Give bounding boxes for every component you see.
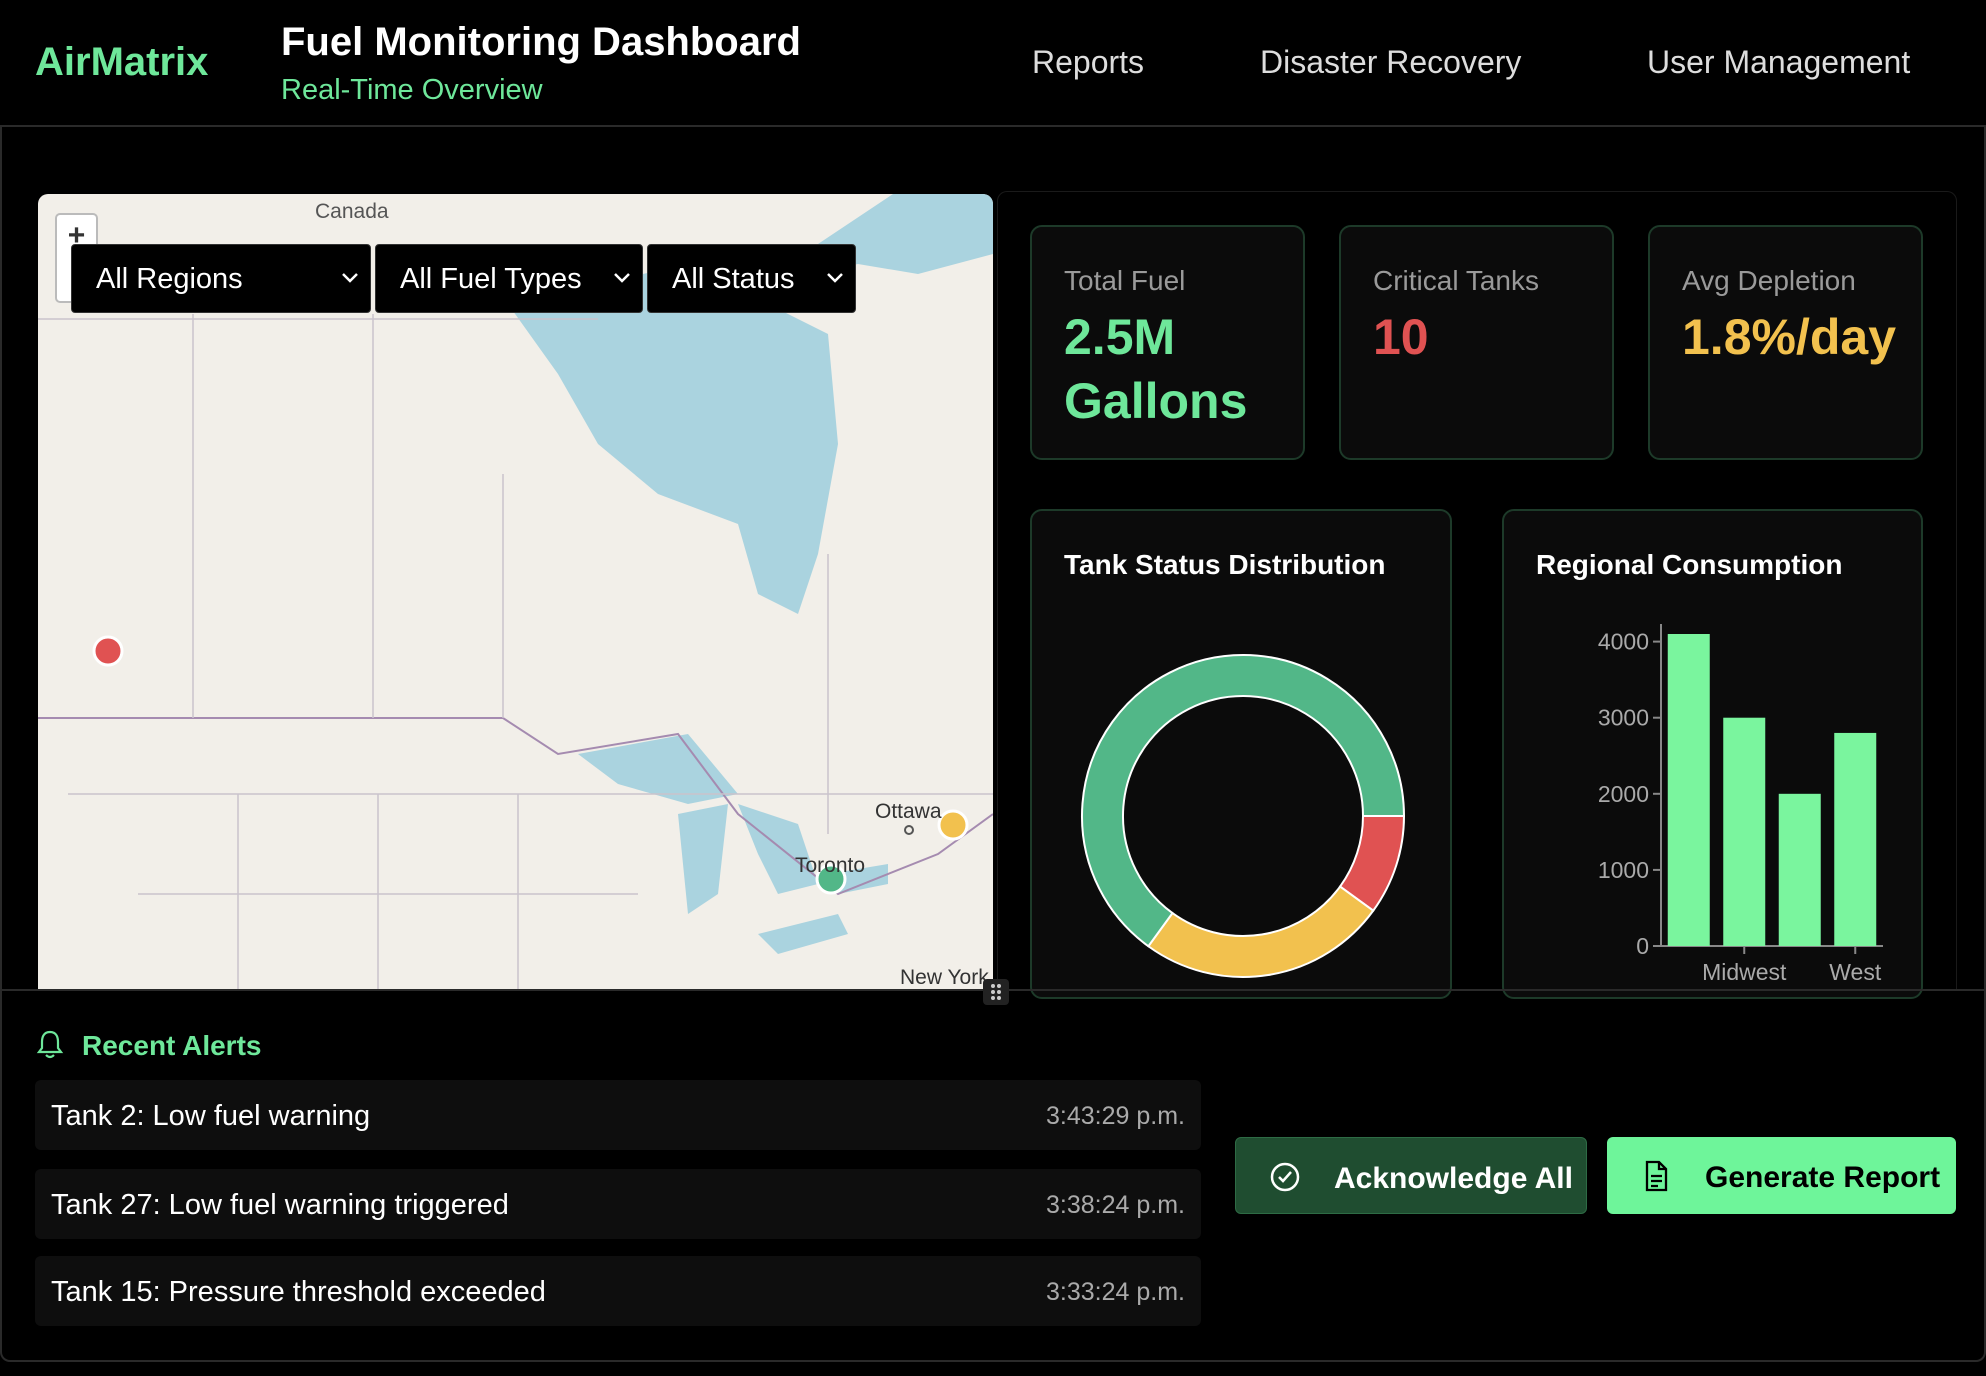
lake-huron xyxy=(738,804,818,894)
chart-card: Regional Consumption 01000200030004000Mi… xyxy=(1502,509,1923,999)
bar-chart: 0 1000 2000 3000 4000 Midwest West xyxy=(1504,511,1923,999)
stat-card: Total Fuel 2.5M Gallons xyxy=(1030,225,1305,460)
map-label: Toronto xyxy=(795,854,865,878)
y-tick-label: 3000 xyxy=(1598,705,1649,731)
stat-label: Total Fuel xyxy=(1064,265,1185,297)
map-label: Ottawa xyxy=(875,800,942,824)
city-dot xyxy=(905,826,913,834)
y-tick-label: 1000 xyxy=(1598,857,1649,883)
stat-card: Avg Depletion 1.8%/day xyxy=(1648,225,1923,460)
x-tick-label: West xyxy=(1829,959,1882,985)
alert-time: 3:38:24 p.m. xyxy=(1046,1191,1185,1220)
donut-chart xyxy=(1032,511,1452,999)
map-marker[interactable] xyxy=(94,637,122,665)
stat-label: Avg Depletion xyxy=(1682,265,1856,297)
filter-text: All Fuel Types xyxy=(400,263,582,295)
bar xyxy=(1723,718,1765,946)
alert-time: 3:43:29 p.m. xyxy=(1046,1102,1185,1131)
stat-value: 2.5M Gallons xyxy=(1064,305,1264,433)
filter-select[interactable]: All Fuel Types xyxy=(375,244,643,313)
alert-row: Tank 15: Pressure threshold exceeded 3:33… xyxy=(35,1256,1201,1326)
chevron xyxy=(825,271,845,285)
y-tick-label: 4000 xyxy=(1598,629,1649,655)
stat-label: Critical Tanks xyxy=(1373,265,1539,297)
hudson-bay xyxy=(508,264,838,614)
filter-text: All Status xyxy=(672,263,795,295)
x-tick-label: Midwest xyxy=(1702,959,1787,985)
alert-text: Tank 27: Low fuel warning triggered xyxy=(51,1189,509,1222)
check-icon xyxy=(1268,1160,1302,1194)
title: Fuel Monitoring Dashboard xyxy=(281,20,801,65)
stat-value: 1.8%/day xyxy=(1682,305,1882,369)
map-marker[interactable] xyxy=(939,811,967,839)
alert-time: 3:33:24 p.m. xyxy=(1046,1278,1185,1307)
nav-link[interactable]: Reports xyxy=(1032,44,1144,81)
report-button[interactable]: Generate Report xyxy=(1607,1137,1956,1214)
alert-row: Tank 27: Low fuel warning triggered 3:38:… xyxy=(35,1169,1201,1239)
alert-text: Tank 15: Pressure threshold exceeded xyxy=(51,1276,546,1309)
button-text: Generate Report xyxy=(1705,1161,1940,1194)
resize-handle[interactable] xyxy=(983,979,1009,1005)
alert-row: Tank 2: Low fuel warning 3:43:29 p.m. xyxy=(35,1080,1201,1150)
header: AirMatrix Fuel Monitoring Dashboard Real… xyxy=(0,0,1986,127)
bell-icon xyxy=(35,1028,65,1060)
filter-select[interactable]: All Status xyxy=(647,244,856,313)
nav-link[interactable]: Disaster Recovery xyxy=(1260,44,1521,81)
map[interactable]: Canada Ottawa Toronto New York + xyxy=(38,194,993,989)
y-tick-label: 2000 xyxy=(1598,781,1649,807)
stat-value: 10 xyxy=(1373,305,1573,369)
alerts-title: Recent Alerts xyxy=(82,1030,261,1062)
logo[interactable]: AirMatrix xyxy=(35,40,208,85)
lake-michigan xyxy=(678,804,728,914)
nav-link[interactable]: User Management xyxy=(1647,44,1910,81)
acknowledge-button[interactable]: Acknowledge All xyxy=(1235,1137,1587,1214)
bar xyxy=(1834,733,1876,946)
lake-erie xyxy=(758,914,848,954)
button-text: Acknowledge All xyxy=(1334,1162,1573,1195)
alert-text: Tank 2: Low fuel warning xyxy=(51,1100,370,1133)
chart-card: Tank Status Distribution xyxy=(1030,509,1452,999)
bar xyxy=(1779,794,1821,946)
filter-text: All Regions xyxy=(96,263,243,295)
donut-segment xyxy=(1148,887,1373,977)
y-tick-label: 0 xyxy=(1636,933,1649,959)
map-label: New York xyxy=(900,966,989,989)
stat-card: Critical Tanks 10 xyxy=(1339,225,1614,460)
chevron xyxy=(612,271,632,285)
doc-icon xyxy=(1639,1159,1673,1193)
chevron xyxy=(340,271,360,285)
filter-select[interactable]: All Regions xyxy=(71,244,371,313)
map-label: Canada xyxy=(315,200,389,224)
bar xyxy=(1668,634,1710,946)
subtitle: Real-Time Overview xyxy=(281,74,543,107)
